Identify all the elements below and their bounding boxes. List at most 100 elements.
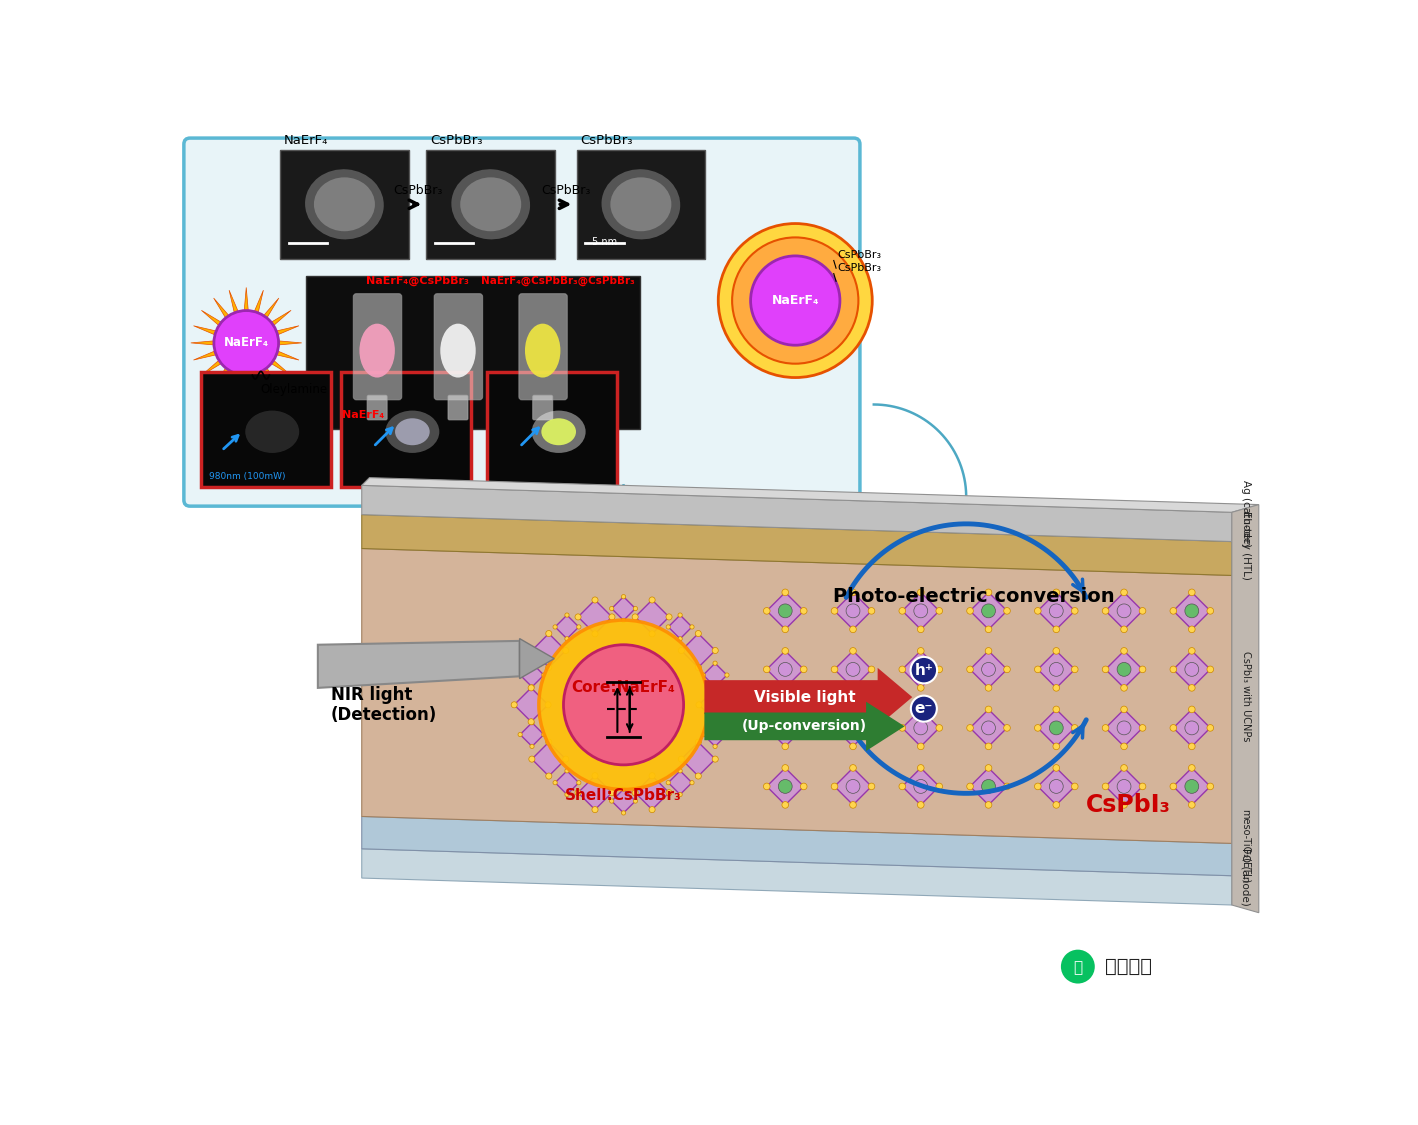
Circle shape bbox=[1188, 590, 1195, 596]
Circle shape bbox=[1188, 742, 1195, 749]
Polygon shape bbox=[254, 374, 264, 396]
Polygon shape bbox=[767, 651, 804, 687]
Polygon shape bbox=[1232, 505, 1259, 912]
Polygon shape bbox=[705, 702, 905, 752]
Circle shape bbox=[510, 702, 518, 708]
Text: NaErF₄@CsPbBr₃: NaErF₄@CsPbBr₃ bbox=[366, 276, 469, 286]
Polygon shape bbox=[318, 641, 519, 687]
Polygon shape bbox=[767, 710, 804, 746]
Circle shape bbox=[564, 768, 569, 773]
Circle shape bbox=[621, 594, 625, 598]
Circle shape bbox=[1049, 780, 1064, 793]
Polygon shape bbox=[682, 742, 715, 776]
Text: NIR light
(Detection): NIR light (Detection) bbox=[330, 685, 437, 724]
Circle shape bbox=[563, 645, 683, 765]
Polygon shape bbox=[835, 651, 872, 687]
Polygon shape bbox=[244, 375, 248, 398]
Circle shape bbox=[1207, 783, 1214, 790]
Text: 980nm (100mW): 980nm (100mW) bbox=[208, 471, 285, 480]
Circle shape bbox=[518, 673, 522, 677]
Text: CsPbI₃: CsPbI₃ bbox=[1086, 793, 1170, 817]
Circle shape bbox=[1102, 608, 1109, 614]
Circle shape bbox=[608, 790, 615, 795]
Circle shape bbox=[831, 608, 838, 614]
Circle shape bbox=[527, 685, 535, 691]
Circle shape bbox=[1054, 706, 1059, 713]
Polygon shape bbox=[201, 360, 221, 376]
Circle shape bbox=[1120, 684, 1127, 691]
Polygon shape bbox=[835, 710, 872, 746]
Polygon shape bbox=[520, 664, 545, 687]
Circle shape bbox=[917, 706, 925, 713]
Circle shape bbox=[214, 310, 278, 376]
Circle shape bbox=[868, 666, 875, 673]
Circle shape bbox=[847, 663, 859, 676]
Circle shape bbox=[712, 648, 719, 654]
Circle shape bbox=[530, 720, 535, 724]
Text: CsPbBr₃: CsPbBr₃ bbox=[430, 134, 482, 147]
Circle shape bbox=[529, 648, 535, 654]
Circle shape bbox=[831, 783, 838, 790]
Polygon shape bbox=[362, 848, 1232, 904]
Polygon shape bbox=[703, 722, 727, 746]
Circle shape bbox=[530, 662, 535, 665]
Circle shape bbox=[986, 765, 991, 772]
Polygon shape bbox=[244, 288, 248, 310]
Polygon shape bbox=[970, 651, 1007, 687]
Circle shape bbox=[849, 648, 856, 655]
Circle shape bbox=[913, 721, 927, 735]
Circle shape bbox=[778, 663, 793, 676]
Circle shape bbox=[1207, 608, 1214, 614]
Text: Ag (cathode): Ag (cathode) bbox=[1241, 480, 1251, 547]
Circle shape bbox=[1035, 666, 1041, 673]
Ellipse shape bbox=[461, 178, 522, 232]
Circle shape bbox=[695, 773, 702, 780]
Ellipse shape bbox=[601, 169, 681, 240]
Circle shape bbox=[518, 732, 522, 737]
Polygon shape bbox=[682, 633, 715, 667]
Polygon shape bbox=[668, 615, 692, 639]
Circle shape bbox=[917, 648, 925, 655]
Circle shape bbox=[1117, 780, 1132, 793]
Circle shape bbox=[678, 613, 682, 618]
Ellipse shape bbox=[386, 411, 440, 453]
Text: Core:NaErF₄: Core:NaErF₄ bbox=[571, 681, 675, 695]
Circle shape bbox=[1102, 724, 1109, 731]
Circle shape bbox=[986, 684, 991, 691]
FancyBboxPatch shape bbox=[434, 294, 482, 399]
Circle shape bbox=[986, 590, 991, 596]
Circle shape bbox=[1072, 783, 1078, 790]
Circle shape bbox=[917, 765, 925, 772]
Text: 5 nm: 5 nm bbox=[591, 237, 617, 248]
Polygon shape bbox=[554, 771, 579, 794]
Polygon shape bbox=[703, 664, 727, 687]
Ellipse shape bbox=[396, 418, 430, 446]
Circle shape bbox=[781, 802, 788, 808]
Circle shape bbox=[678, 792, 682, 796]
Polygon shape bbox=[1106, 593, 1143, 629]
FancyBboxPatch shape bbox=[533, 395, 553, 420]
Circle shape bbox=[849, 626, 856, 632]
Circle shape bbox=[546, 630, 552, 637]
Polygon shape bbox=[214, 298, 228, 318]
Circle shape bbox=[621, 811, 625, 814]
Circle shape bbox=[1054, 742, 1059, 749]
Text: NaErF₄: NaErF₄ bbox=[284, 134, 329, 147]
Circle shape bbox=[553, 624, 557, 629]
Polygon shape bbox=[1173, 768, 1211, 804]
Circle shape bbox=[1188, 684, 1195, 691]
Ellipse shape bbox=[532, 411, 586, 453]
Circle shape bbox=[917, 742, 925, 749]
Circle shape bbox=[981, 663, 995, 676]
Circle shape bbox=[781, 765, 788, 772]
Ellipse shape bbox=[610, 178, 671, 232]
Circle shape bbox=[1139, 783, 1146, 790]
Polygon shape bbox=[767, 593, 804, 629]
Circle shape bbox=[986, 648, 991, 655]
Circle shape bbox=[529, 756, 535, 762]
Ellipse shape bbox=[542, 418, 576, 446]
Circle shape bbox=[576, 790, 581, 795]
Polygon shape bbox=[970, 768, 1007, 804]
Circle shape bbox=[868, 783, 875, 790]
Ellipse shape bbox=[359, 324, 394, 378]
